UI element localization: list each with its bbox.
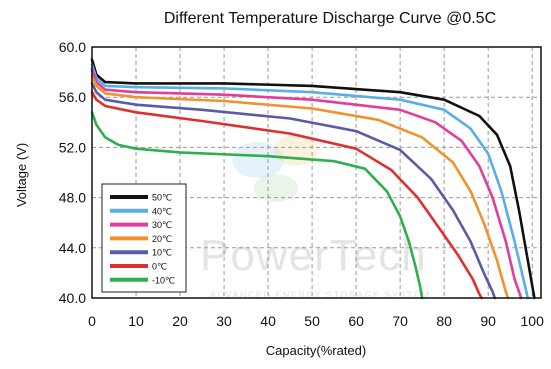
- y-tick-labels: 40.0 44.0 48.0 52.0 56.0 60.0: [59, 39, 86, 306]
- x-tick-label: 20: [172, 313, 188, 329]
- legend-label: 50℃: [152, 193, 172, 203]
- x-tick-label: 40: [260, 313, 276, 329]
- x-tick-label: 10: [128, 313, 144, 329]
- x-tick-labels: 0 10 20 30 40 50 60 70 80 90 100: [88, 313, 544, 329]
- watermark-logo-green: [254, 174, 298, 202]
- x-tick-label: 50: [304, 313, 320, 329]
- x-tick-label: 100: [521, 313, 545, 329]
- legend-label: 30℃: [152, 220, 172, 230]
- watermark-text: PowerTech: [200, 231, 427, 280]
- legend-items: 50℃ 40℃ 30℃ 20℃ 10℃ 0℃ -10℃: [110, 193, 175, 285]
- series-line: [90, 90, 483, 300]
- powertech-watermark: PowerTech ADVANCED ENERGY STORAGE SYSTEM: [200, 134, 431, 300]
- x-tick-label: 80: [436, 313, 452, 329]
- watermark-subtext: ADVANCED ENERGY STORAGE SYSTEM: [210, 290, 431, 300]
- plot-area-frame: [91, 46, 542, 299]
- watermark-logo-blue: [232, 142, 284, 178]
- legend-label: 10℃: [152, 248, 172, 258]
- series-line: [90, 82, 497, 300]
- legend: 50℃ 40℃ 30℃ 20℃ 10℃ 0℃ -10℃: [101, 183, 187, 293]
- y-axis-label: Voltage (V): [14, 143, 29, 207]
- y-tick-label: 44.0: [59, 240, 86, 256]
- y-tick-label: 60.0: [59, 39, 86, 55]
- series-lines: [90, 58, 536, 300]
- y-tick-label: 52.0: [59, 139, 86, 155]
- legend-label: 0℃: [152, 262, 167, 272]
- y-tick-label: 40.0: [59, 290, 86, 306]
- legend-label: -10℃: [152, 275, 175, 285]
- series-line: [90, 74, 510, 300]
- x-axis-label: Capacity(%rated): [266, 343, 366, 358]
- legend-label: 40℃: [152, 206, 172, 216]
- x-tick-label: 60: [348, 313, 364, 329]
- series-line: [90, 68, 523, 300]
- series-line: [90, 63, 530, 300]
- y-tick-label: 56.0: [59, 89, 86, 105]
- x-tick-label: 90: [480, 313, 496, 329]
- y-tick-label: 48.0: [59, 190, 86, 206]
- chart-title: Different Temperature Discharge Curve @0…: [164, 10, 496, 27]
- series-line: [90, 58, 536, 300]
- x-tick-label: 30: [216, 313, 232, 329]
- x-tick-label: 0: [88, 313, 96, 329]
- series-line: [90, 111, 424, 300]
- legend-label: 20℃: [152, 234, 172, 244]
- x-tick-label: 70: [392, 313, 408, 329]
